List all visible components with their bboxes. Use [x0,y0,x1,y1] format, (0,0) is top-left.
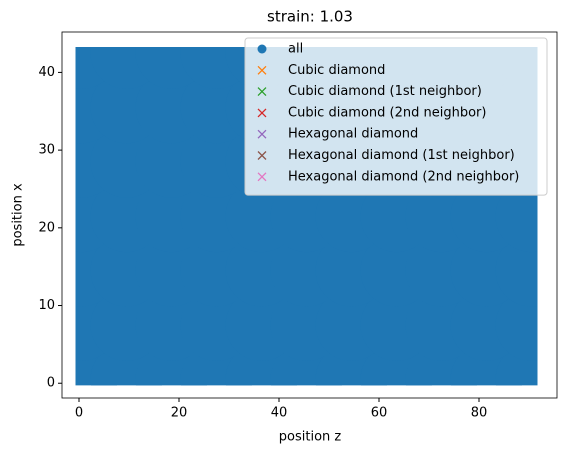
x-tick-label: 80 [471,406,488,421]
legend-marker [257,172,267,182]
x-tick-label: 0 [75,406,83,421]
chart-title: strain: 1.03 [267,8,353,26]
legend-label: Cubic diamond (2nd neighbor) [288,105,486,120]
legend-label: Cubic diamond (1st neighbor) [288,84,482,99]
legend: all Cubic diamond Cubic diamond (1st neigh… [244,37,548,196]
point [495,180,538,253]
point [495,234,538,307]
legend-marker [257,87,267,97]
y-axis-label: position x [11,183,26,247]
x-axis-label: position z [279,430,342,445]
legend-label: Hexagonal diamond [288,127,418,142]
y-tick-label: 30 [38,143,55,158]
legend-marker [257,129,267,139]
y-tick-label: 40 [38,65,55,80]
legend-marker [257,44,267,54]
axes-frame [61,31,558,399]
point [495,288,538,361]
x-tick-label: 40 [271,406,288,421]
legend-marker [257,108,267,118]
x-tick-label: 60 [371,406,388,421]
x-tick-label: 20 [171,406,188,421]
legend-box [244,37,548,196]
y-tick-label: 20 [38,220,55,235]
legend-marker [257,151,267,160]
legend-label: Hexagonal diamond (1st neighbor) [288,148,515,163]
y-tick-label: 10 [38,298,55,313]
legend-label: Hexagonal diamond (2nd neighbor) [288,169,519,184]
y-tick-label: 0 [47,376,55,391]
legend-label: Cubic diamond [288,63,385,78]
legend-label: all [288,42,303,57]
legend-marker [257,65,267,75]
